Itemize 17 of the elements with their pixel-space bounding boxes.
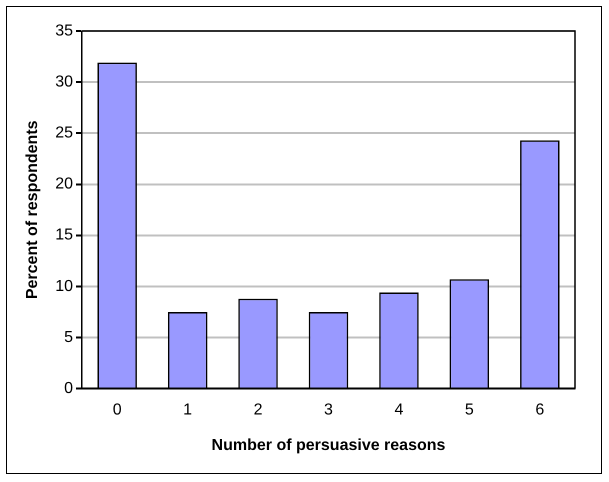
- x-tick-label: 3: [324, 402, 334, 419]
- y-tick-label: 30: [55, 73, 74, 90]
- x-axis-title: Number of persuasive reasons: [212, 436, 446, 454]
- y-tick-label: 25: [55, 124, 74, 142]
- x-tick-label: 4: [394, 402, 404, 419]
- y-tick-label: 0: [64, 380, 74, 398]
- y-tick-label: 5: [64, 328, 74, 346]
- y-tick-label: 10: [55, 278, 74, 295]
- x-tick-label: 6: [535, 402, 544, 419]
- x-tick-label: 1: [183, 402, 192, 419]
- x-tick-label: 5: [464, 402, 474, 419]
- x-tick-label: 0: [112, 402, 122, 419]
- y-tick-label: 20: [55, 176, 74, 193]
- x-tick-label: 2: [254, 402, 263, 419]
- y-tick-label: 15: [55, 226, 74, 244]
- y-axis-title: Percent of respondents: [24, 120, 42, 300]
- y-tick-label: 35: [55, 22, 74, 40]
